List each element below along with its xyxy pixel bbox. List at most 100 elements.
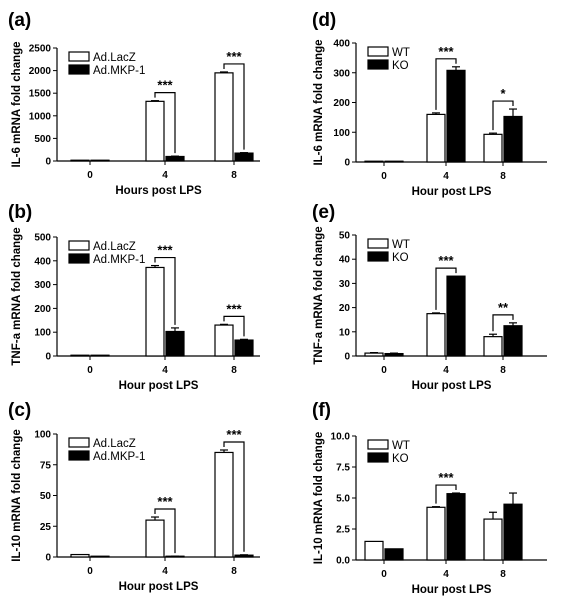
legend-swatch	[68, 253, 90, 264]
legend-label: KO	[392, 252, 409, 264]
y-tick-label: 0	[45, 553, 51, 564]
y-tick-label: 500	[34, 233, 51, 244]
x-tick-label: 8	[500, 365, 506, 376]
y-tick-label: 10.0	[331, 432, 351, 443]
y-tick-label: 0	[45, 352, 51, 363]
x-tick-label: 0	[87, 365, 93, 376]
legend-label: Ad.MKP-1	[93, 451, 145, 463]
y-tick-label: 0.0	[336, 556, 350, 567]
bar-ko	[384, 160, 404, 163]
chart-panel-e: (e) 0 10 20 30 40 50 0 4 8 Hour post LPS TNF-a mRNA…	[312, 202, 547, 392]
x-tick-label: 8	[231, 566, 237, 577]
x-axis-title: Hour post LPS	[412, 584, 492, 596]
bar-ad-lacz	[145, 100, 165, 162]
y-tick-label: 5.0	[336, 494, 350, 505]
legend-swatch	[367, 439, 389, 450]
x-tick-label: 0	[381, 171, 387, 182]
y-tick-label: 300	[34, 280, 51, 291]
legend-label: Ad.LacZ	[93, 241, 136, 253]
legend-label: Ad.MKP-1	[93, 65, 145, 77]
bar-ad-lacz	[145, 519, 165, 558]
y-tick-label: 40	[339, 255, 351, 266]
y-tick-label: 500	[34, 134, 51, 145]
significance-bracket	[223, 63, 245, 150]
bar-wt	[364, 352, 384, 357]
y-tick-label: 7.5	[336, 463, 350, 474]
y-tick-label: 1500	[29, 89, 52, 100]
x-axis-title: Hour post LPS	[412, 186, 492, 198]
y-axis-title: TNF-a mRNA fold change	[313, 226, 325, 364]
bar-ad-lacz	[145, 266, 165, 357]
x-tick-label: 0	[381, 365, 387, 376]
significance-bracket	[492, 314, 514, 332]
significance-label: ***	[226, 301, 242, 316]
y-tick-label: 2.5	[336, 525, 350, 536]
bar-ko	[503, 503, 523, 561]
significance-bracket	[154, 256, 176, 325]
y-axis-title: IL-10 mRNA fold change	[11, 429, 23, 561]
chart-panel-c: (c) 0 25 50 75 100 0 4 8 Hour post LPS IL-10 mRNA …	[8, 400, 260, 593]
y-tick-label: 10	[339, 327, 351, 338]
bar-ad-lacz	[214, 451, 234, 558]
panel-label: (e)	[312, 202, 335, 223]
x-tick-label: 4	[443, 365, 449, 376]
bar-ko	[384, 352, 404, 357]
legend-swatch	[68, 240, 90, 251]
significance-label: ***	[438, 253, 454, 268]
x-tick-label: 4	[443, 569, 449, 580]
significance-bracket	[223, 315, 245, 337]
panel-label: (b)	[8, 202, 32, 223]
bar-ad-mkp-1	[165, 155, 185, 162]
bar-wt	[426, 313, 446, 357]
y-tick-label: 0	[344, 158, 350, 169]
significance-label: ***	[438, 44, 454, 59]
legend-swatch	[367, 46, 389, 57]
panel-label: (c)	[8, 400, 31, 421]
y-tick-label: 30	[339, 279, 351, 290]
y-tick-label: 300	[333, 68, 350, 79]
significance-label: **	[498, 300, 509, 315]
x-tick-label: 8	[231, 365, 237, 376]
y-axis-title: IL-10 mRNA fold change	[313, 432, 325, 564]
legend-swatch	[68, 450, 90, 461]
significance-label: ***	[438, 470, 454, 485]
x-tick-label: 0	[87, 566, 93, 577]
legend-label: KO	[392, 60, 409, 72]
significance-bracket	[154, 92, 176, 154]
bar-ko	[446, 69, 466, 163]
x-tick-label: 0	[87, 170, 93, 181]
y-tick-label: 25	[40, 522, 52, 533]
legend-label: WT	[392, 239, 410, 251]
y-tick-label: 200	[333, 98, 350, 109]
legend-label: KO	[392, 453, 409, 465]
bar-wt	[426, 506, 446, 561]
x-tick-label: 4	[162, 170, 168, 181]
y-tick-label: 400	[34, 256, 51, 267]
chart-panel-f: (f) 0.0 2.5 5.0 7.5 10.0 0 4 8 Hour post LPS IL-10…	[312, 400, 547, 596]
y-tick-label: 1000	[29, 111, 52, 122]
significance-bracket	[492, 100, 514, 131]
bar-ad-lacz	[214, 72, 234, 162]
legend-swatch	[367, 238, 389, 249]
bar-wt	[483, 336, 503, 357]
significance-bracket	[435, 484, 457, 504]
legend-label: WT	[392, 440, 410, 452]
significance-bracket	[435, 58, 457, 110]
bar-wt	[483, 133, 503, 163]
x-tick-label: 0	[381, 569, 387, 580]
legend-label: WT	[392, 47, 410, 59]
panel-label: (a)	[8, 10, 31, 31]
chart-panel-d: (d) 0 100 200 300 400 0 4 8 Hour post LPS IL-6 mRN…	[312, 10, 547, 198]
significance-label: *	[500, 86, 506, 101]
y-axis-title: IL-6 mRNA fold change	[313, 39, 325, 165]
bar-ad-lacz	[70, 159, 90, 162]
significance-label: ***	[157, 494, 173, 509]
bar-ad-mkp-1	[234, 339, 254, 357]
x-tick-label: 4	[162, 566, 168, 577]
y-tick-label: 200	[34, 304, 51, 315]
bar-ko	[503, 115, 523, 163]
y-tick-label: 2500	[29, 44, 52, 55]
legend-label: Ad.MKP-1	[93, 254, 145, 266]
significance-label: ***	[226, 49, 242, 64]
